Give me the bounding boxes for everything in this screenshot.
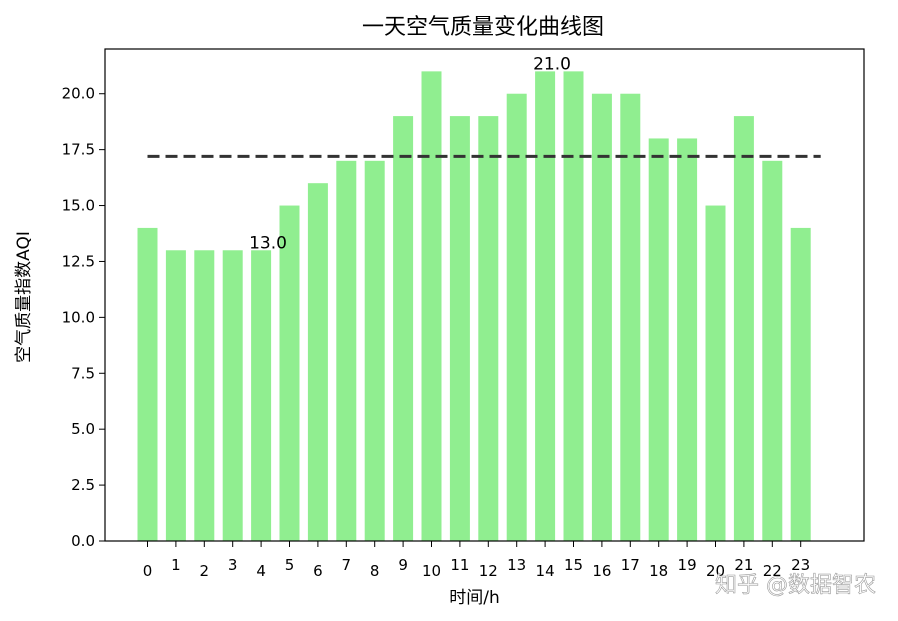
x-axis-label: 时间/h — [449, 588, 500, 608]
watermark: 知乎 @数据智农 — [715, 573, 876, 598]
x-tick-label-22: 22 — [763, 562, 782, 580]
x-tick-label-20: 20 — [706, 562, 725, 580]
bar-9 — [393, 116, 414, 541]
y-tick-label: 17.5 — [62, 141, 95, 159]
bar-0 — [137, 227, 158, 541]
x-tick-label-3: 3 — [228, 556, 238, 574]
x-tick-label-1: 1 — [171, 556, 181, 574]
bar-19 — [677, 138, 698, 542]
bar-22 — [762, 160, 783, 541]
y-axis-label: 空气质量指数AQI — [14, 231, 34, 363]
x-tick-label-21: 21 — [734, 556, 753, 574]
data-label-14: 21.0 — [533, 54, 571, 74]
x-tick-label-7: 7 — [342, 556, 352, 574]
data-label-4: 13.0 — [249, 233, 287, 253]
bar-15 — [563, 71, 584, 541]
x-tick-label-17: 17 — [621, 556, 640, 574]
bar-18 — [648, 138, 669, 542]
x-tick-label-8: 8 — [370, 562, 380, 580]
bar-20 — [705, 205, 726, 541]
x-tick-label-2: 2 — [200, 562, 210, 580]
bar-23 — [790, 227, 811, 541]
bar-13 — [506, 93, 527, 542]
y-tick-label: 15.0 — [62, 197, 95, 215]
y-tick-label: 5.0 — [71, 420, 95, 438]
bar-3 — [222, 250, 243, 542]
x-tick-label-23: 23 — [791, 556, 810, 574]
x-tick-label-14: 14 — [536, 562, 555, 580]
x-tick-label-12: 12 — [479, 562, 498, 580]
y-tick-label: 12.5 — [62, 252, 95, 270]
x-tick-label-5: 5 — [285, 556, 295, 574]
bar-10 — [421, 71, 442, 541]
bar-7 — [336, 160, 357, 541]
bar-11 — [449, 116, 470, 541]
bar-8 — [364, 160, 385, 541]
bar-2 — [194, 250, 215, 542]
y-tick-label: 20.0 — [62, 85, 95, 103]
x-tick-label-16: 16 — [592, 562, 611, 580]
y-tick-label: 0.0 — [71, 532, 95, 550]
bar-21 — [733, 116, 754, 541]
y-tick-label: 10.0 — [62, 308, 95, 326]
bar-16 — [591, 93, 612, 542]
x-tick-label-15: 15 — [564, 556, 583, 574]
bar-17 — [620, 93, 641, 542]
x-tick-label-18: 18 — [649, 562, 668, 580]
x-tick-label-19: 19 — [678, 556, 697, 574]
x-tick-label-0: 0 — [143, 562, 153, 580]
x-tick-label-6: 6 — [313, 562, 323, 580]
y-tick-label: 7.5 — [71, 364, 95, 382]
x-tick-label-11: 11 — [450, 556, 469, 574]
x-tick-label-9: 9 — [398, 556, 408, 574]
bar-6 — [307, 183, 328, 541]
chart-title: 一天空气质量变化曲线图 — [362, 15, 604, 40]
x-tick-label-10: 10 — [422, 562, 441, 580]
bar-14 — [535, 71, 556, 541]
plot-frame — [104, 48, 865, 542]
y-tick-label: 2.5 — [71, 476, 95, 494]
bar-4 — [251, 250, 272, 542]
x-tick-label-13: 13 — [507, 556, 526, 574]
bar-12 — [478, 116, 499, 541]
bar-5 — [279, 205, 300, 541]
x-tick-label-4: 4 — [256, 562, 266, 580]
bar-1 — [165, 250, 186, 542]
